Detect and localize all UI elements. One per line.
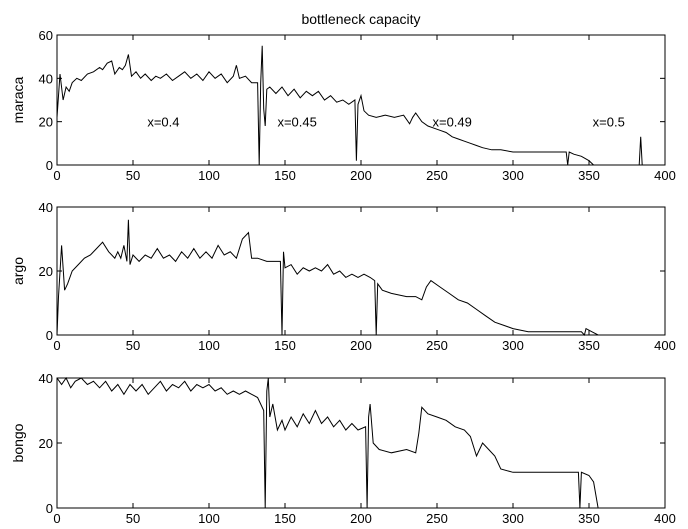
x-tick-label: 0 bbox=[53, 511, 60, 526]
y-tick-label: 0 bbox=[46, 501, 53, 516]
x-tick-label: 50 bbox=[126, 511, 140, 526]
y-axis-label: argo bbox=[10, 257, 26, 285]
axes-box bbox=[56, 34, 666, 166]
x-tick-label: 150 bbox=[274, 168, 296, 183]
x-tick-label: 50 bbox=[126, 168, 140, 183]
y-tick-label: 0 bbox=[46, 158, 53, 173]
y-tick-label: 0 bbox=[46, 328, 53, 343]
series-line bbox=[56, 45, 665, 166]
chart-title: bottleneck capacity bbox=[301, 11, 420, 27]
panel-2: 0 50 100 150 200 250 300 350 400 0 20 40 argo bbox=[10, 200, 676, 353]
x-tick-label: 400 bbox=[654, 338, 676, 353]
y-tick-label: 20 bbox=[39, 436, 53, 451]
series-line bbox=[56, 219, 665, 337]
axes-box bbox=[56, 206, 666, 336]
x-tick-label: 200 bbox=[350, 338, 372, 353]
x-tick-label: 300 bbox=[502, 511, 524, 526]
x-tick-label: 0 bbox=[53, 338, 60, 353]
panel-1: 0 50 100 150 200 250 300 350 400 0 20 40 60 maraca bot… bbox=[10, 11, 676, 183]
y-axis-label: bongo bbox=[10, 423, 26, 462]
x-tick-label: 250 bbox=[426, 168, 448, 183]
x-tick-label: 400 bbox=[654, 168, 676, 183]
x-tick-label: 350 bbox=[578, 168, 600, 183]
x-tick-label: 100 bbox=[198, 511, 220, 526]
x-tick-label: 350 bbox=[578, 511, 600, 526]
x-tick-label: 300 bbox=[502, 338, 524, 353]
annotation-label: x=0.45 bbox=[277, 115, 316, 130]
annotation-label: x=0.49 bbox=[432, 115, 471, 130]
y-tick-label: 20 bbox=[39, 264, 53, 279]
x-tick-label: 100 bbox=[198, 338, 220, 353]
y-tick-label: 60 bbox=[39, 28, 53, 43]
x-tick-label: 300 bbox=[502, 168, 524, 183]
y-axis-label: maraca bbox=[10, 76, 26, 123]
y-tick-label: 40 bbox=[39, 71, 53, 86]
series-line bbox=[56, 377, 665, 509]
x-tick-label: 0 bbox=[53, 168, 60, 183]
y-tick-label: 40 bbox=[39, 371, 53, 386]
annotation-label: x=0.4 bbox=[147, 115, 179, 130]
x-tick-label: 150 bbox=[274, 338, 296, 353]
panel-3: 0 50 100 150 200 250 300 350 400 0 20 40 bongo bbox=[10, 371, 676, 526]
x-tick-label: 250 bbox=[426, 511, 448, 526]
x-tick-label: 150 bbox=[274, 511, 296, 526]
x-tick-label: 50 bbox=[126, 338, 140, 353]
x-tick-label: 100 bbox=[198, 168, 220, 183]
x-tick-label: 200 bbox=[350, 511, 372, 526]
y-tick-label: 40 bbox=[39, 200, 53, 215]
x-tick-label: 400 bbox=[654, 511, 676, 526]
axes-box bbox=[56, 377, 666, 509]
y-tick-label: 20 bbox=[39, 115, 53, 130]
annotation-label: x=0.5 bbox=[593, 115, 625, 130]
x-tick-label: 200 bbox=[350, 168, 372, 183]
x-tick-label: 350 bbox=[578, 338, 600, 353]
x-tick-label: 250 bbox=[426, 338, 448, 353]
